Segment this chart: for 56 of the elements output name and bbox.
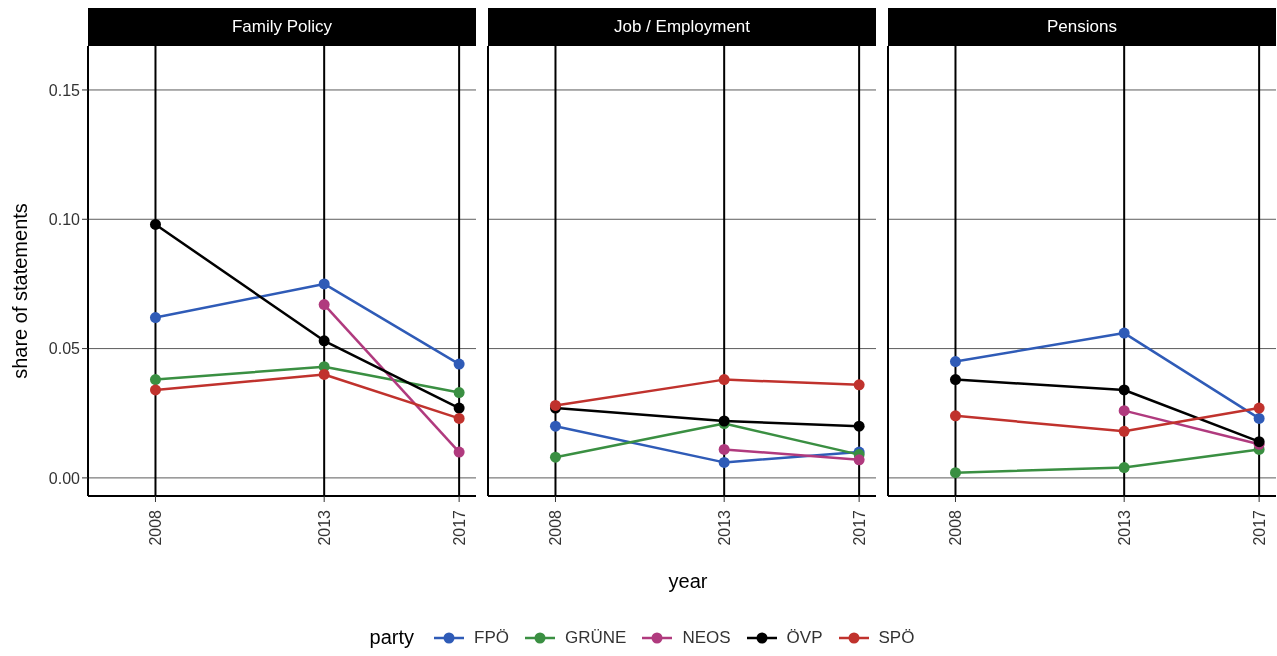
point	[853, 420, 865, 432]
point	[453, 358, 465, 370]
point	[549, 420, 561, 432]
y-tick-label: 0.15	[48, 81, 81, 99]
x-tick-label: 2017	[1250, 509, 1268, 546]
chart-title: Family Policy	[88, 8, 476, 46]
point	[453, 446, 465, 458]
x-tick-label: 2013	[1115, 509, 1133, 546]
y-tick-label: 0.10	[48, 210, 81, 228]
y-axis-title: share of statements	[8, 203, 32, 379]
point	[949, 356, 961, 368]
x-tick-label: 2008	[946, 509, 964, 546]
x-tick-label: 2013	[315, 509, 333, 546]
point	[149, 312, 161, 324]
legend-label: FPÖ	[474, 627, 509, 648]
point	[1118, 384, 1130, 396]
point	[453, 387, 465, 399]
point	[1253, 402, 1265, 414]
chart-title: Pensions	[888, 8, 1276, 46]
point	[318, 278, 330, 290]
point	[318, 368, 330, 380]
legend-label: SPÖ	[878, 627, 915, 648]
point	[1253, 412, 1265, 424]
point	[1118, 327, 1130, 339]
point	[949, 410, 961, 422]
legend-label: ÖVP	[786, 627, 823, 648]
legend-label: NEOS	[682, 627, 731, 648]
point	[718, 374, 730, 386]
point	[949, 467, 961, 479]
x-tick-label: 2008	[546, 509, 564, 546]
point	[718, 456, 730, 468]
y-tick-label: 0.05	[48, 340, 81, 358]
legend-title: party	[369, 626, 415, 649]
point	[318, 335, 330, 347]
point	[853, 379, 865, 391]
y-tick-label: 0.00	[48, 469, 81, 487]
point	[149, 218, 161, 230]
point	[453, 402, 465, 414]
point	[149, 374, 161, 386]
legend-label: GRÜNE	[565, 627, 627, 648]
x-tick-label: 2013	[715, 509, 733, 546]
point	[718, 443, 730, 455]
point	[149, 384, 161, 396]
x-tick-label: 2017	[450, 509, 468, 546]
point	[1118, 462, 1130, 474]
chart-title: Job / Employment	[488, 8, 876, 46]
x-tick-label: 2017	[850, 509, 868, 546]
point	[949, 374, 961, 386]
point	[549, 451, 561, 463]
point	[1118, 425, 1130, 437]
point	[453, 412, 465, 424]
x-axis-title: year	[668, 570, 708, 593]
point	[318, 299, 330, 311]
point	[1118, 405, 1130, 417]
x-tick-label: 2008	[146, 509, 164, 546]
point	[853, 454, 865, 466]
